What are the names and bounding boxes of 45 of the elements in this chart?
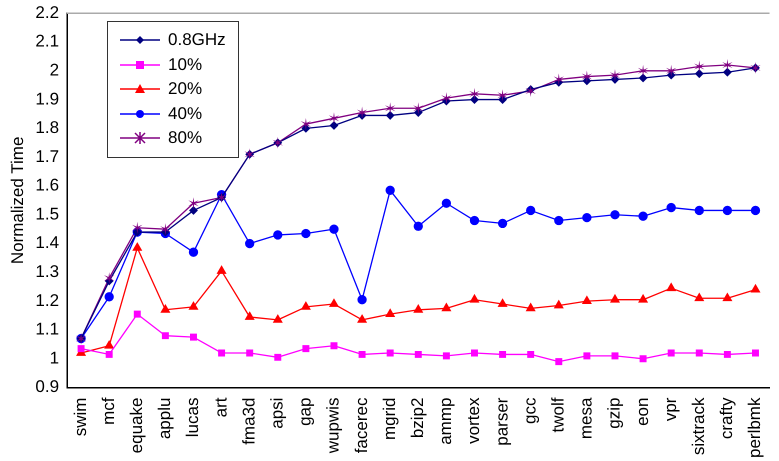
x-tick-label: swim (70, 398, 90, 436)
x-tick-label: equake (126, 398, 146, 454)
y-tick-label: 1.7 (35, 146, 60, 166)
x-tick-label: fma3d (239, 398, 258, 445)
x-tick-label: crafty (717, 397, 736, 440)
y-tick-label: 1 (50, 348, 60, 368)
y-tick-label: 1.5 (35, 204, 60, 224)
x-tick-label: twolf (548, 397, 568, 433)
y-tick-label: 2.1 (35, 32, 60, 51)
y-tick-label: 0.9 (35, 377, 60, 396)
x-tick-label: wupwis (324, 398, 343, 454)
x-tick-label: parser (492, 397, 512, 446)
legend-label: 20% (168, 78, 202, 100)
y-tick-label: 1.4 (35, 233, 60, 252)
y-axis-title: Normalized Time (8, 136, 27, 264)
legend-label: 0.8GHz (168, 29, 226, 52)
y-tick-label: 1.3 (35, 262, 60, 282)
x-tick-label: lucas (183, 398, 202, 438)
x-tick-label: applu (155, 398, 174, 440)
y-tick-label: 1.8 (35, 118, 60, 138)
legend-label: 80% (168, 127, 202, 150)
x-tick-label: gzip (604, 398, 624, 429)
x-tick-label: bzip2 (408, 398, 427, 438)
legend-label: 10% (168, 54, 202, 76)
x-tick-label: apsi (267, 398, 286, 429)
x-tick-label: facerec (352, 397, 371, 454)
y-tick-label: 1.9 (35, 89, 60, 108)
x-tick-label: vpr (660, 397, 680, 422)
x-tick-label: gap (296, 398, 315, 426)
x-tick-label: mcf (98, 397, 118, 425)
x-tick-label: eon (632, 398, 652, 426)
y-tick-label: 1.6 (35, 176, 60, 195)
x-tick-label: ammp (436, 398, 456, 445)
y-tick-label: 1.1 (35, 320, 60, 339)
x-tick-label: mgrid (380, 398, 399, 440)
x-tick-label: sixtrack (688, 397, 708, 456)
x-tick-label: mesa (576, 397, 596, 440)
x-tick-label: perlbmk (745, 397, 764, 458)
legend-label: 40% (168, 102, 202, 125)
y-tick-label: 2.2 (35, 2, 60, 22)
y-tick-label: 1.2 (35, 290, 60, 310)
x-tick-label: vortex (464, 397, 484, 444)
y-tick-label: 2 (50, 60, 60, 80)
x-tick-label: gcc (520, 397, 540, 424)
x-tick-label: art (211, 397, 230, 418)
